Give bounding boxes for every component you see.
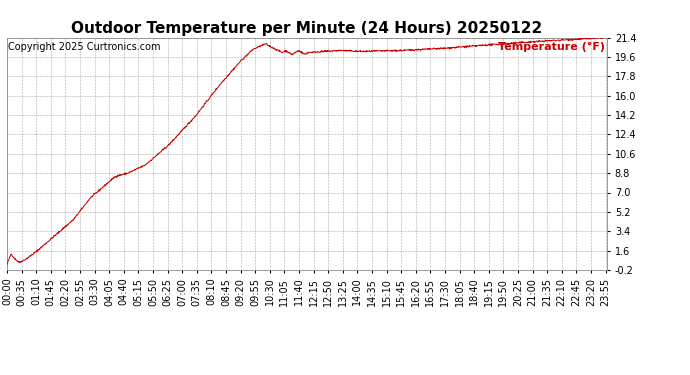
Title: Outdoor Temperature per Minute (24 Hours) 20250122: Outdoor Temperature per Minute (24 Hours…	[72, 21, 542, 36]
Text: Temperature (°F): Temperature (°F)	[498, 42, 605, 52]
Text: Copyright 2025 Curtronics.com: Copyright 2025 Curtronics.com	[8, 42, 161, 52]
